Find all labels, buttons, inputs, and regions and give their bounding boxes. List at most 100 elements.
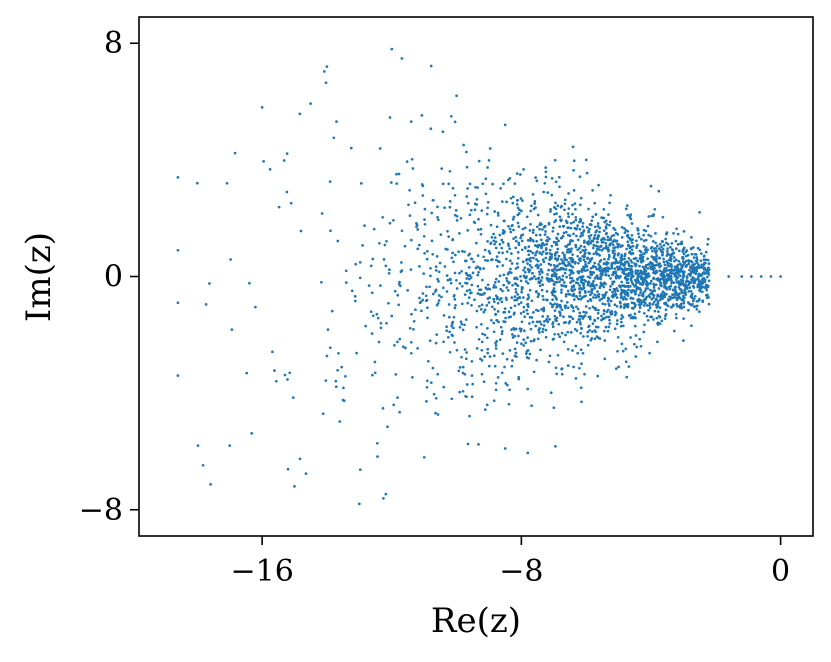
data-point xyxy=(494,388,498,392)
data-point xyxy=(663,275,667,278)
data-point xyxy=(613,303,617,307)
data-point xyxy=(682,252,686,256)
data-point xyxy=(690,296,694,300)
data-point xyxy=(604,325,608,329)
data-point xyxy=(624,207,628,211)
data-point xyxy=(616,253,620,257)
data-point xyxy=(448,350,452,354)
data-point xyxy=(657,256,661,260)
data-point xyxy=(523,270,527,274)
data-point xyxy=(458,366,462,369)
data-point xyxy=(514,327,518,331)
data-point xyxy=(682,299,686,303)
data-point xyxy=(589,297,592,301)
data-point xyxy=(466,229,470,232)
data-point xyxy=(690,324,693,328)
data-point xyxy=(492,354,496,358)
data-point xyxy=(501,352,505,355)
data-point xyxy=(656,301,660,305)
data-point xyxy=(584,305,588,308)
data-point xyxy=(434,288,438,292)
data-point xyxy=(355,351,358,355)
data-point xyxy=(510,364,514,368)
data-point xyxy=(436,372,440,376)
data-point xyxy=(475,203,478,206)
data-point xyxy=(299,229,303,233)
data-point xyxy=(679,278,683,282)
data-point xyxy=(442,340,445,344)
data-point xyxy=(665,241,668,245)
data-point xyxy=(629,276,633,280)
data-point xyxy=(513,295,517,298)
data-point xyxy=(542,260,546,264)
data-point xyxy=(494,277,498,281)
data-point xyxy=(591,215,595,219)
data-point xyxy=(681,257,685,260)
data-point xyxy=(602,285,606,289)
data-point xyxy=(406,289,410,292)
data-point xyxy=(600,249,604,252)
data-point xyxy=(769,275,773,278)
data-point xyxy=(626,229,630,233)
data-point xyxy=(625,247,628,251)
data-point xyxy=(330,309,334,313)
data-point xyxy=(563,304,567,308)
data-point xyxy=(662,279,666,282)
data-point xyxy=(571,239,574,243)
data-point xyxy=(508,227,512,231)
data-point xyxy=(410,312,413,316)
data-point xyxy=(544,335,548,339)
data-point xyxy=(587,280,591,284)
data-point xyxy=(642,291,645,294)
data-point xyxy=(705,288,709,292)
data-point xyxy=(638,264,641,268)
data-point xyxy=(606,299,610,303)
data-point xyxy=(363,224,366,227)
data-point xyxy=(690,261,694,264)
data-point xyxy=(564,230,568,234)
data-point xyxy=(593,329,597,332)
data-point xyxy=(579,244,583,248)
data-point xyxy=(538,331,541,334)
data-point xyxy=(409,120,413,123)
data-point xyxy=(523,226,527,230)
data-point xyxy=(379,321,383,325)
data-point xyxy=(450,324,453,328)
data-point xyxy=(560,204,563,208)
data-point xyxy=(633,342,636,346)
data-point xyxy=(449,278,452,282)
data-point xyxy=(469,208,473,212)
data-point xyxy=(528,352,532,356)
data-point xyxy=(443,265,447,268)
data-point xyxy=(539,322,543,326)
data-point xyxy=(431,366,435,370)
data-point xyxy=(574,227,578,231)
data-point xyxy=(678,270,682,273)
data-point xyxy=(643,323,646,327)
data-point xyxy=(652,270,656,274)
data-point xyxy=(648,304,651,307)
data-point xyxy=(692,256,696,259)
data-point xyxy=(687,308,690,312)
data-point xyxy=(665,231,669,234)
data-point xyxy=(514,239,518,243)
data-point xyxy=(485,336,489,340)
data-point xyxy=(507,271,510,275)
data-point xyxy=(631,316,635,320)
data-point xyxy=(602,312,606,316)
data-point xyxy=(684,250,688,254)
data-point xyxy=(476,228,480,231)
data-point xyxy=(618,284,622,288)
data-point xyxy=(600,297,604,301)
data-point xyxy=(707,262,711,265)
data-point xyxy=(533,244,537,247)
data-point xyxy=(423,218,426,221)
data-point xyxy=(572,279,575,283)
data-point xyxy=(488,252,492,255)
data-point xyxy=(637,232,640,236)
data-point xyxy=(517,241,521,245)
data-point xyxy=(594,325,598,329)
data-point xyxy=(652,288,656,292)
data-point xyxy=(515,355,518,358)
data-point xyxy=(658,298,662,302)
